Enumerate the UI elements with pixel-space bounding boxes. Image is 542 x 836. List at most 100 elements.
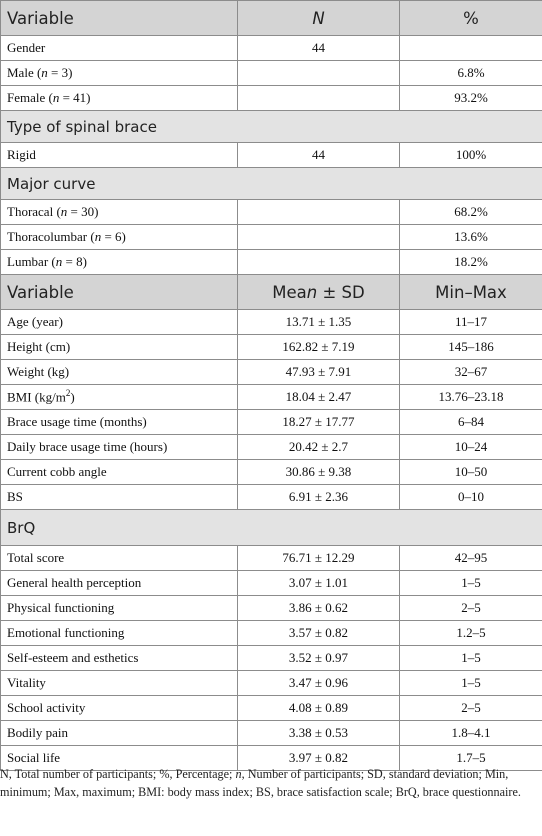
gender-label: Gender — [0, 35, 238, 61]
curve-pct: 13.6% — [399, 224, 542, 250]
row-rigid: Rigid 44 100% — [0, 142, 542, 168]
brq-range: 1–5 — [399, 570, 542, 596]
stat-label: Current cobb angle — [0, 459, 238, 485]
curve-label: Thoracal (n = 30) — [0, 199, 238, 225]
stat-mean: 13.71 ± 1.35 — [237, 309, 400, 335]
gender-pct-empty — [399, 35, 542, 61]
brq-label: Self-esteem and esthetics — [0, 645, 238, 671]
row-brq: General health perception 3.07 ± 1.01 1–… — [0, 570, 542, 596]
stat-mean: 20.42 ± 2.7 — [237, 434, 400, 460]
brq-range: 2–5 — [399, 695, 542, 721]
stat-label: Weight (kg) — [0, 359, 238, 385]
stat-range: 13.76–23.18 — [399, 384, 542, 410]
row-lumbar: Lumbar (n = 8) 18.2% — [0, 249, 542, 275]
header-variable: Variable — [0, 274, 238, 310]
header-n: N — [237, 0, 400, 36]
row-brq: Total score 76.71 ± 12.29 42–95 — [0, 545, 542, 571]
brq-range: 42–95 — [399, 545, 542, 571]
data-table: Variable N % Gender 44 Male (n = 3) 6.8%… — [0, 0, 542, 771]
brq-mean: 3.86 ± 0.62 — [237, 595, 400, 621]
male-n-empty — [237, 60, 400, 86]
header-variable: Variable — [0, 0, 238, 36]
brq-label: Bodily pain — [0, 720, 238, 746]
brq-label: Emotional functioning — [0, 620, 238, 646]
brq-mean: 76.71 ± 12.29 — [237, 545, 400, 571]
female-pct: 93.2% — [399, 85, 542, 111]
row-brq: Bodily pain 3.38 ± 0.53 1.8–4.1 — [0, 720, 542, 746]
male-label: Male (n = 3) — [0, 60, 238, 86]
stat-range: 32–67 — [399, 359, 542, 385]
brq-mean: 3.97 ± 0.82 — [237, 745, 400, 771]
section-brq: BrQ — [0, 509, 542, 546]
brq-range: 1.8–4.1 — [399, 720, 542, 746]
header-row-2: Variable Mean ± SD Min–Max — [0, 274, 542, 310]
curve-pct: 68.2% — [399, 199, 542, 225]
stat-range: 145–186 — [399, 334, 542, 360]
header-percent: % — [399, 0, 542, 36]
brq-label: School activity — [0, 695, 238, 721]
row-weight: Weight (kg) 47.93 ± 7.91 32–67 — [0, 359, 542, 385]
section-title: BrQ — [0, 509, 542, 546]
row-brq: Vitality 3.47 ± 0.96 1–5 — [0, 670, 542, 696]
row-male: Male (n = 3) 6.8% — [0, 60, 542, 86]
section-major-curve: Major curve — [0, 167, 542, 200]
row-brq: Emotional functioning 3.57 ± 0.82 1.2–5 — [0, 620, 542, 646]
row-female: Female (n = 41) 93.2% — [0, 85, 542, 111]
brq-label: Vitality — [0, 670, 238, 696]
stat-range: 11–17 — [399, 309, 542, 335]
header-mean-sd: Mean ± SD — [237, 274, 400, 310]
row-daily-usage: Daily brace usage time (hours) 20.42 ± 2… — [0, 434, 542, 460]
brq-label: Physical functioning — [0, 595, 238, 621]
brq-range: 1–5 — [399, 645, 542, 671]
row-brq: Self-esteem and esthetics 3.52 ± 0.97 1–… — [0, 645, 542, 671]
row-bs: BS 6.91 ± 2.36 0–10 — [0, 484, 542, 510]
stat-mean: 18.27 ± 17.77 — [237, 409, 400, 435]
section-title: Type of spinal brace — [0, 110, 542, 143]
brq-range: 2–5 — [399, 595, 542, 621]
row-cobb: Current cobb angle 30.86 ± 9.38 10–50 — [0, 459, 542, 485]
stat-label: Height (cm) — [0, 334, 238, 360]
row-height: Height (cm) 162.82 ± 7.19 145–186 — [0, 334, 542, 360]
stat-mean: 47.93 ± 7.91 — [237, 359, 400, 385]
stat-label: Brace usage time (months) — [0, 409, 238, 435]
male-pct: 6.8% — [399, 60, 542, 86]
brq-label: Total score — [0, 545, 238, 571]
row-bmi: BMI (kg/m2) 18.04 ± 2.47 13.76–23.18 — [0, 384, 542, 410]
female-n-empty — [237, 85, 400, 111]
row-thoracal: Thoracal (n = 30) 68.2% — [0, 199, 542, 225]
curve-pct: 18.2% — [399, 249, 542, 275]
brq-mean: 3.47 ± 0.96 — [237, 670, 400, 696]
stat-range: 6–84 — [399, 409, 542, 435]
brq-label: Social life — [0, 745, 238, 771]
header-row-1: Variable N % — [0, 0, 542, 36]
stat-label: Age (year) — [0, 309, 238, 335]
row-age: Age (year) 13.71 ± 1.35 11–17 — [0, 309, 542, 335]
row-thoracolumbar: Thoracolumbar (n = 6) 13.6% — [0, 224, 542, 250]
curve-label: Thoracolumbar (n = 6) — [0, 224, 238, 250]
brq-mean: 4.08 ± 0.89 — [237, 695, 400, 721]
stat-mean: 6.91 ± 2.36 — [237, 484, 400, 510]
brq-range: 1–5 — [399, 670, 542, 696]
stat-label: BMI (kg/m2) — [0, 384, 238, 410]
curve-n-empty — [237, 199, 400, 225]
section-brace-type: Type of spinal brace — [0, 110, 542, 143]
stat-range: 0–10 — [399, 484, 542, 510]
brq-mean: 3.52 ± 0.97 — [237, 645, 400, 671]
row-gender: Gender 44 — [0, 35, 542, 61]
table-footnote: N, Total number of participants; %, Perc… — [0, 767, 521, 799]
curve-n-empty — [237, 249, 400, 275]
stat-label: BS — [0, 484, 238, 510]
rigid-pct: 100% — [399, 142, 542, 168]
female-label: Female (n = 41) — [0, 85, 238, 111]
curve-n-empty — [237, 224, 400, 250]
brq-mean: 3.57 ± 0.82 — [237, 620, 400, 646]
stat-mean: 162.82 ± 7.19 — [237, 334, 400, 360]
brq-range: 1.2–5 — [399, 620, 542, 646]
row-brq: Physical functioning 3.86 ± 0.62 2–5 — [0, 595, 542, 621]
row-brace-usage: Brace usage time (months) 18.27 ± 17.77 … — [0, 409, 542, 435]
header-min-max: Min–Max — [399, 274, 542, 310]
stat-range: 10–50 — [399, 459, 542, 485]
curve-label: Lumbar (n = 8) — [0, 249, 238, 275]
section-title: Major curve — [0, 167, 542, 200]
stat-label: Daily brace usage time (hours) — [0, 434, 238, 460]
